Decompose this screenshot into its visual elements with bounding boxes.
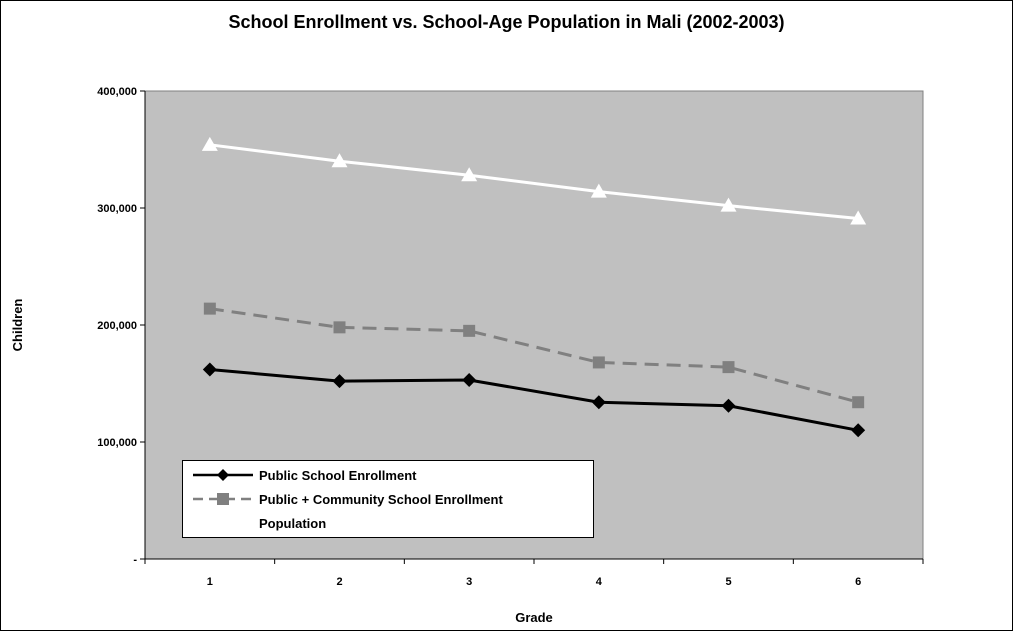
- y-tick-label: 400,000: [97, 86, 137, 98]
- data-point: [462, 372, 477, 387]
- triangle-marker-icon: [216, 516, 230, 528]
- square-marker-icon: [217, 493, 229, 505]
- legend-label-population: Population: [259, 515, 327, 531]
- y-tick-label: 300,000: [97, 203, 137, 215]
- data-point: [331, 153, 348, 168]
- data-point: [201, 136, 218, 151]
- legend-item-population: Population: [191, 514, 326, 532]
- data-point: [591, 395, 606, 410]
- x-tick-label: 1: [207, 576, 213, 588]
- x-tick-label: 5: [725, 576, 731, 588]
- data-point: [333, 321, 346, 334]
- y-tick-label: -: [133, 554, 137, 566]
- x-tick-label: 2: [336, 576, 342, 588]
- data-point: [850, 210, 867, 225]
- data-point: [332, 374, 347, 389]
- data-point: [851, 423, 866, 438]
- data-point: [463, 324, 476, 337]
- data-point: [852, 396, 865, 409]
- x-axis-label: Grade: [515, 610, 553, 625]
- series-line-0: [209, 367, 859, 432]
- legend-label-public-community: Public + Community School Enrollment: [259, 491, 503, 507]
- diamond-marker-icon: [217, 469, 229, 481]
- data-point: [720, 197, 737, 212]
- x-tick-label: 4: [596, 576, 603, 588]
- legend-label-public: Public School Enrollment: [259, 467, 417, 483]
- x-tick-label: 3: [466, 576, 472, 588]
- legend-item-public: Public School Enrollment: [191, 466, 416, 484]
- data-point: [721, 398, 736, 413]
- y-axis-label: Children: [10, 299, 25, 352]
- data-point: [722, 361, 735, 374]
- y-tick-label: 200,000: [97, 320, 137, 332]
- series-line-2: [209, 143, 859, 221]
- y-tick-label: 100,000: [97, 437, 137, 449]
- data-point: [461, 167, 478, 182]
- data-point: [202, 362, 217, 377]
- data-point: [592, 356, 605, 369]
- data-point: [203, 302, 216, 315]
- legend: Public School Enrollment Public + Commun…: [182, 460, 594, 538]
- x-tick-label: 6: [855, 576, 861, 588]
- data-point: [590, 183, 607, 198]
- legend-item-public-community: Public + Community School Enrollment: [191, 490, 503, 508]
- chart-title: School Enrollment vs. School-Age Populat…: [228, 12, 785, 32]
